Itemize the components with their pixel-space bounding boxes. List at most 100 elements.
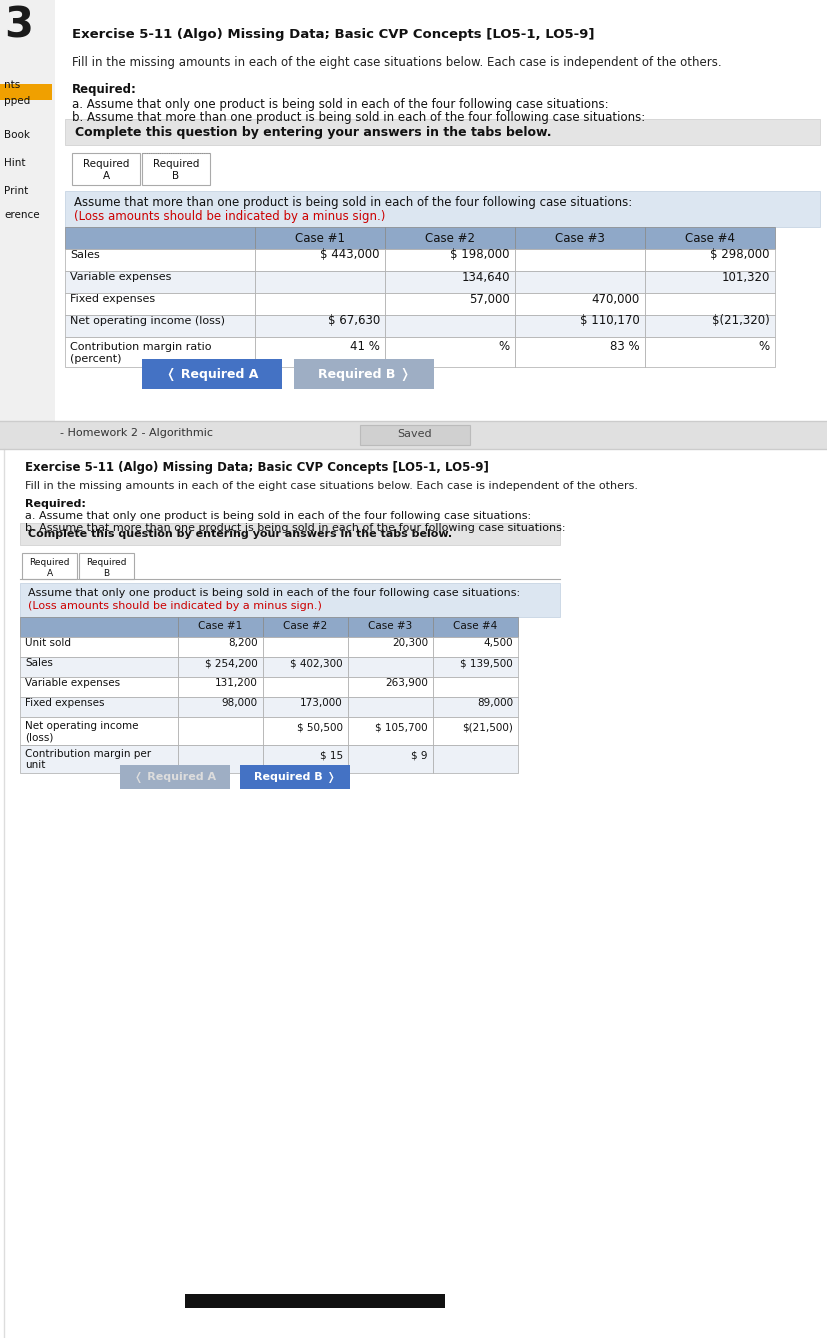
Text: - Homework 2 - Algorithmic: - Homework 2 - Algorithmic: [60, 428, 213, 438]
Text: 98,000: 98,000: [222, 698, 258, 708]
Bar: [0, 421, 827, 450]
Text: Variable expenses: Variable expenses: [25, 678, 120, 688]
Bar: [644, 227, 774, 249]
Bar: [255, 293, 385, 314]
Text: $ 67,630: $ 67,630: [327, 314, 380, 328]
Bar: [0, 84, 52, 100]
Bar: [20, 617, 178, 637]
Text: Print: Print: [4, 186, 28, 195]
Text: b. Assume that more than one product is being sold in each of the four following: b. Assume that more than one product is …: [72, 111, 644, 124]
Text: Book: Book: [4, 130, 30, 140]
Text: 8,200: 8,200: [228, 638, 258, 648]
Bar: [347, 717, 433, 745]
Bar: [72, 153, 140, 185]
Bar: [178, 745, 263, 773]
Text: nts: nts: [4, 80, 20, 90]
Bar: [644, 293, 774, 314]
Bar: [514, 337, 644, 367]
Bar: [65, 293, 255, 314]
Text: $ 9: $ 9: [411, 751, 428, 760]
Text: Required B ❭: Required B ❭: [318, 368, 409, 381]
Text: $ 402,300: $ 402,300: [290, 658, 342, 668]
Text: $ 15: $ 15: [319, 751, 342, 760]
Text: Required: Required: [29, 558, 69, 567]
Text: (Loss amounts should be indicated by a minus sign.): (Loss amounts should be indicated by a m…: [74, 210, 385, 223]
Bar: [347, 745, 433, 773]
Bar: [514, 227, 644, 249]
Text: $ 298,000: $ 298,000: [710, 249, 769, 261]
Bar: [255, 249, 385, 272]
Bar: [65, 272, 255, 293]
Text: Case #4: Case #4: [684, 231, 734, 245]
Text: Case #3: Case #3: [554, 231, 605, 245]
Bar: [360, 425, 470, 446]
Text: Net operating income: Net operating income: [25, 721, 138, 731]
Bar: [347, 677, 433, 697]
Text: 83 %: 83 %: [609, 340, 639, 353]
Text: Case #1: Case #1: [294, 231, 345, 245]
Bar: [20, 697, 178, 717]
Text: 3: 3: [4, 4, 33, 45]
Bar: [255, 337, 385, 367]
Bar: [514, 293, 644, 314]
Bar: [178, 717, 263, 745]
Bar: [65, 191, 819, 227]
Text: Contribution margin per: Contribution margin per: [25, 749, 151, 759]
Bar: [255, 227, 385, 249]
Bar: [20, 657, 178, 677]
Text: Required: Required: [153, 159, 199, 169]
Bar: [65, 314, 255, 337]
Text: Unit sold: Unit sold: [25, 638, 71, 648]
Bar: [385, 314, 514, 337]
Text: 4,500: 4,500: [483, 638, 513, 648]
Text: Required:: Required:: [72, 83, 136, 96]
Bar: [433, 745, 518, 773]
Bar: [347, 617, 433, 637]
Bar: [644, 249, 774, 272]
Text: Complete this question by entering your answers in the tabs below.: Complete this question by entering your …: [75, 126, 551, 139]
Text: 101,320: 101,320: [721, 270, 769, 284]
Bar: [514, 314, 644, 337]
Text: $ 443,000: $ 443,000: [320, 249, 380, 261]
Text: $ 110,170: $ 110,170: [580, 314, 639, 328]
Bar: [184, 1294, 444, 1309]
Bar: [263, 697, 347, 717]
Bar: [178, 677, 263, 697]
Bar: [255, 272, 385, 293]
Text: Saved: Saved: [397, 429, 432, 439]
Bar: [65, 227, 255, 249]
Bar: [347, 637, 433, 657]
Text: 173,000: 173,000: [300, 698, 342, 708]
Text: pped: pped: [4, 96, 31, 106]
Bar: [65, 337, 255, 367]
Text: 57,000: 57,000: [469, 293, 509, 305]
Bar: [433, 617, 518, 637]
Bar: [263, 637, 347, 657]
Text: Case #1: Case #1: [198, 621, 242, 632]
Text: Required:: Required:: [25, 499, 86, 508]
Text: (percent): (percent): [70, 355, 122, 364]
Bar: [65, 249, 255, 272]
Bar: [385, 249, 514, 272]
Text: B: B: [103, 569, 109, 578]
Text: Case #2: Case #2: [283, 621, 327, 632]
Bar: [385, 272, 514, 293]
Text: 131,200: 131,200: [215, 678, 258, 688]
Bar: [385, 227, 514, 249]
Bar: [347, 657, 433, 677]
Bar: [263, 657, 347, 677]
Text: Required B ❭: Required B ❭: [254, 772, 336, 783]
Text: Complete this question by entering your answers in the tabs below.: Complete this question by entering your …: [28, 529, 452, 539]
Bar: [20, 637, 178, 657]
Bar: [644, 337, 774, 367]
Text: 263,900: 263,900: [385, 678, 428, 688]
Text: Assume that more than one product is being sold in each of the four following ca: Assume that more than one product is bei…: [74, 195, 632, 209]
Text: erence: erence: [4, 210, 40, 219]
Bar: [65, 119, 819, 145]
Text: 20,300: 20,300: [391, 638, 428, 648]
Bar: [514, 249, 644, 272]
Bar: [644, 272, 774, 293]
Text: $ 198,000: $ 198,000: [450, 249, 509, 261]
Text: 470,000: 470,000: [591, 293, 639, 305]
Text: ❬ Required A: ❬ Required A: [134, 772, 216, 783]
